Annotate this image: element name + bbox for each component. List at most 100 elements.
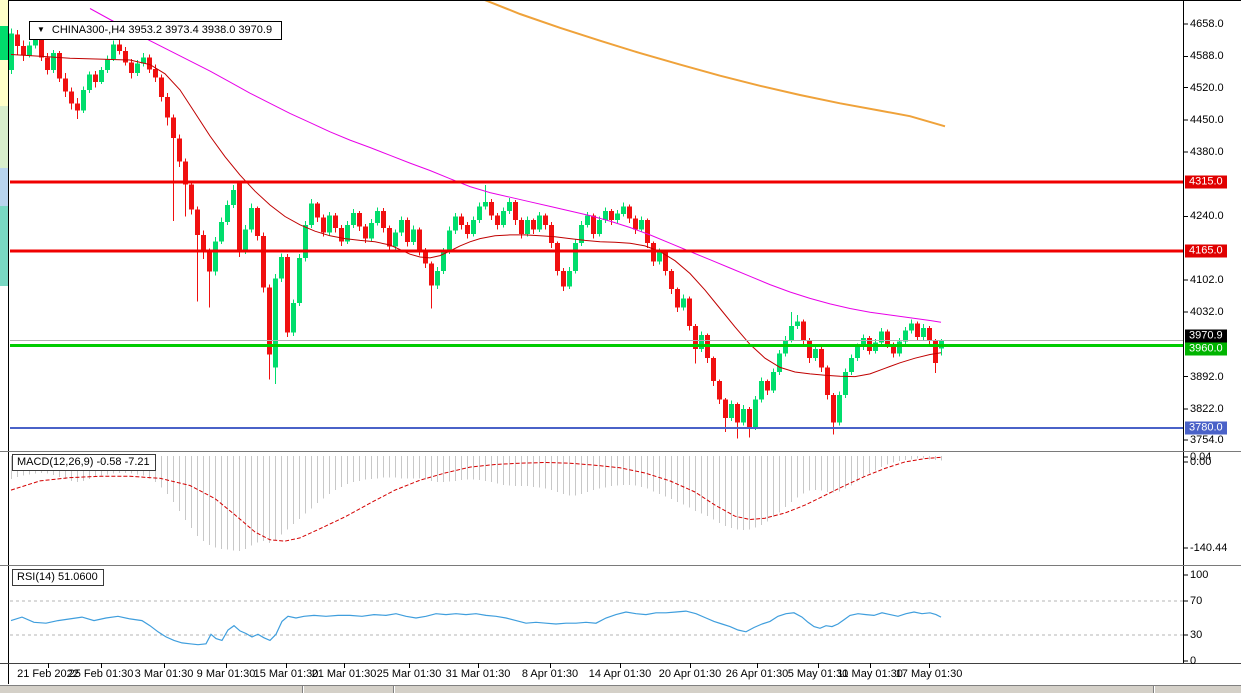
candle-body-down bbox=[549, 224, 554, 244]
candle-body-down bbox=[513, 201, 518, 221]
candle-body-down bbox=[927, 327, 932, 341]
candle-body-up bbox=[291, 303, 296, 333]
candle-body-down bbox=[117, 44, 122, 51]
candle-body-up bbox=[279, 257, 284, 279]
candle-body-down bbox=[933, 340, 938, 363]
candle-body-up bbox=[795, 321, 800, 326]
time-axis-label: 5 May 01:30 bbox=[787, 668, 849, 680]
candle-body-down bbox=[675, 289, 680, 308]
candle-body-down bbox=[75, 103, 80, 111]
candle-body-down bbox=[693, 326, 698, 349]
candle-body-up bbox=[579, 224, 584, 244]
candle-body-up bbox=[729, 404, 734, 418]
candle-body-up bbox=[297, 257, 302, 303]
time-axis-label: 15 Mar 01:30 bbox=[253, 668, 319, 680]
candle-body-down bbox=[543, 215, 548, 225]
time-axis-label: 21 Mar 01:30 bbox=[311, 668, 377, 680]
candle-body-down bbox=[363, 226, 368, 239]
candle-body-down bbox=[207, 252, 212, 272]
time-axis-label: 11 May 01:30 bbox=[837, 668, 903, 680]
candle-body-down bbox=[807, 339, 812, 359]
candle-body-up bbox=[921, 327, 926, 338]
neighbor-window-sliver bbox=[0, 106, 8, 168]
candle-body-up bbox=[573, 243, 578, 271]
candle-body-down bbox=[405, 220, 410, 242]
candle-body-up bbox=[483, 201, 488, 207]
candle-body-up bbox=[777, 353, 782, 372]
candle-body-up bbox=[621, 206, 626, 214]
candle-body-up bbox=[855, 347, 860, 359]
candle-body-down bbox=[357, 212, 362, 227]
candle-body-up bbox=[567, 270, 572, 287]
candle-body-up bbox=[273, 278, 278, 368]
candle-body-down bbox=[891, 344, 896, 354]
time-axis-label: 25 Feb 01:30 bbox=[68, 668, 134, 680]
candle-body-up bbox=[699, 335, 704, 349]
candle-body-up bbox=[843, 372, 848, 395]
candle-body-up bbox=[87, 74, 92, 90]
candle-body-up bbox=[27, 45, 32, 56]
symbol-ohlc-title: CHINA300-,H4 3953.2 3973.4 3938.0 3970.9 bbox=[51, 24, 273, 36]
candle-body-down bbox=[171, 117, 176, 139]
candle-body-down bbox=[489, 201, 494, 216]
candle-body-up bbox=[837, 395, 842, 423]
candle-body-up bbox=[399, 220, 404, 233]
neighbor-window-sliver bbox=[0, 286, 8, 693]
candle-body-up bbox=[375, 211, 380, 223]
candle-body-up bbox=[813, 349, 818, 359]
time-axis-label: 8 Apr 01:30 bbox=[521, 668, 579, 680]
candle-body-up bbox=[753, 399, 758, 428]
neighbor-window-sliver bbox=[0, 206, 8, 286]
candle-body-down bbox=[39, 39, 44, 58]
candle-body-down bbox=[519, 220, 524, 234]
candle-body-down bbox=[663, 252, 668, 271]
ma-fast-red bbox=[10, 54, 942, 378]
candle-body-down bbox=[825, 367, 830, 395]
candle-body-up bbox=[597, 220, 602, 234]
candle-body-down bbox=[189, 184, 194, 210]
chevron-down-icon[interactable]: ▼ bbox=[37, 25, 45, 34]
time-axis-label: 21 Feb 2022 bbox=[17, 668, 79, 680]
candle-body-down bbox=[915, 323, 920, 338]
candle-body-up bbox=[507, 201, 512, 211]
candle-body-up bbox=[603, 211, 608, 221]
candle-body-up bbox=[435, 270, 440, 286]
candle-body-up bbox=[615, 213, 620, 221]
candle-body-down bbox=[687, 298, 692, 326]
candle-body-up bbox=[369, 222, 374, 239]
candle-body-down bbox=[321, 217, 326, 233]
candle-body-up bbox=[309, 203, 314, 225]
candle-body-up bbox=[105, 59, 110, 71]
candle-body-up bbox=[411, 229, 416, 242]
candle-body-up bbox=[471, 220, 476, 234]
time-axis: 21 Feb 2022 25 Feb 01:30 3 Mar 01:30 9 Mar … bbox=[0, 664, 1241, 684]
candle-body-up bbox=[525, 220, 530, 234]
candle-body-down bbox=[63, 78, 68, 92]
candle-body-up bbox=[33, 39, 38, 46]
candle-body-up bbox=[759, 381, 764, 400]
macd-indicator-label: MACD(12,26,9) -0.58 -7.21 bbox=[12, 454, 156, 471]
candle-body-up bbox=[657, 252, 662, 262]
candle-body-down bbox=[495, 215, 500, 225]
candle-body-down bbox=[177, 138, 182, 162]
candle-body-up bbox=[789, 326, 794, 340]
time-axis-label: 14 Apr 01:30 bbox=[588, 668, 652, 680]
time-axis-label: 25 Mar 01:30 bbox=[376, 668, 442, 680]
candle-body-down bbox=[417, 229, 422, 251]
candle-body-down bbox=[315, 203, 320, 218]
candle-body-down bbox=[633, 218, 638, 230]
candle-body-up bbox=[231, 189, 236, 205]
time-axis-label: 9 Mar 01:30 bbox=[196, 668, 256, 680]
candle-body-up bbox=[111, 44, 116, 60]
candle-body-down bbox=[831, 395, 836, 423]
candle-body-down bbox=[765, 381, 770, 391]
candle-body-down bbox=[159, 77, 164, 97]
symbol-title-box[interactable]: ▼ CHINA300-,H4 3953.2 3973.4 3938.0 3970… bbox=[29, 21, 283, 40]
candle-body-up bbox=[477, 206, 482, 221]
candle-body-up bbox=[537, 215, 542, 230]
candle-body-up bbox=[213, 241, 218, 272]
candle-body-up bbox=[141, 57, 146, 64]
ma-mid-magenta bbox=[89, 8, 942, 323]
